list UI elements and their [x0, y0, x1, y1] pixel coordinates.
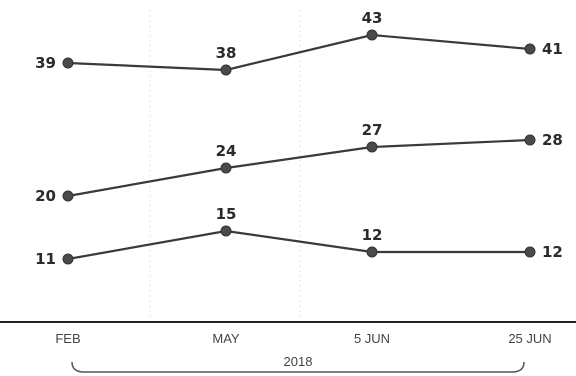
series-lines [67, 33, 531, 261]
data-label-s0-0: 39 [35, 54, 56, 72]
year-label: 2018 [284, 354, 313, 369]
data-label-s1-1: 24 [216, 142, 237, 160]
x-tick-label-1: MAY [212, 331, 240, 346]
data-label-s2-1: 15 [216, 205, 237, 223]
data-label-s2-2: 12 [362, 226, 383, 244]
data-point-s1-1 [220, 162, 232, 174]
data-point-s1-3 [524, 134, 536, 146]
data-point-s2-1 [220, 225, 232, 237]
x-tick-label-2: 5 JUN [354, 331, 390, 346]
data-points [62, 29, 536, 265]
x-tick-labels: FEB MAY 5 JUN 25 JUN [55, 331, 551, 346]
x-tick-label-0: FEB [55, 331, 80, 346]
data-label-s1-0: 20 [35, 187, 56, 205]
series-line-0 [67, 33, 531, 72]
data-point-s0-2 [366, 29, 378, 41]
series-line-2 [67, 229, 530, 261]
year-bracket [71, 361, 525, 373]
data-label-s0-1: 38 [216, 44, 237, 62]
grid-layer [149, 10, 301, 318]
x-tick-label-3: 25 JUN [508, 331, 551, 346]
data-labels: 39 38 43 41 20 24 27 28 11 15 12 12 [35, 9, 563, 268]
data-point-s1-2 [366, 141, 378, 153]
data-point-s2-0 [62, 253, 74, 265]
data-label-s0-3: 41 [542, 40, 563, 58]
data-point-s0-3 [524, 43, 536, 55]
data-point-s2-3 [524, 246, 536, 258]
data-point-s1-0 [62, 190, 74, 202]
data-point-s2-2 [366, 246, 378, 258]
data-point-s0-1 [220, 64, 232, 76]
data-label-s0-2: 43 [362, 9, 383, 27]
data-label-s1-3: 28 [542, 131, 563, 149]
data-label-s2-3: 12 [542, 243, 563, 261]
series-line-1 [67, 138, 531, 198]
data-label-s2-0: 11 [35, 250, 56, 268]
data-label-s1-2: 27 [362, 121, 383, 139]
data-point-s0-0 [62, 57, 74, 69]
